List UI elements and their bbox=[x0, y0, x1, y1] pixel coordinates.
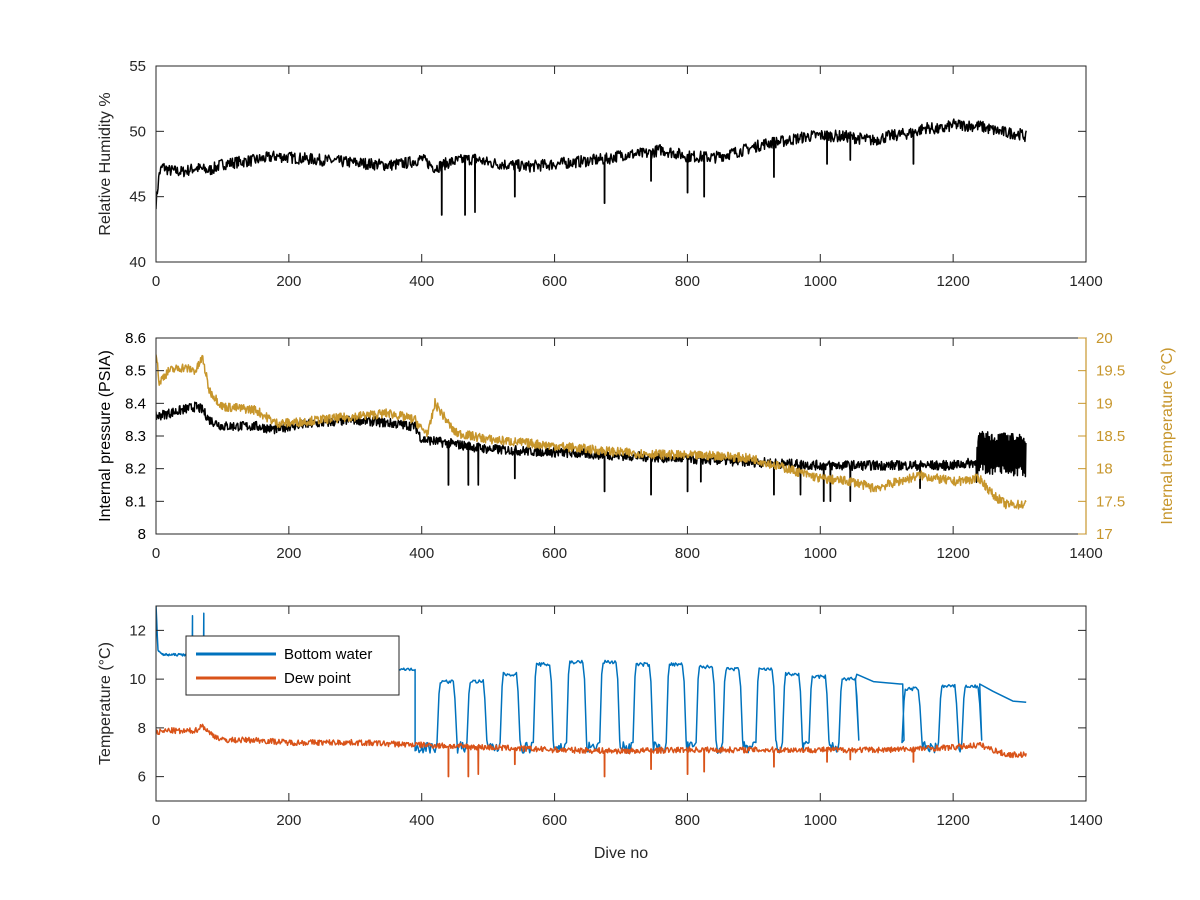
y-tick-label: 45 bbox=[129, 189, 146, 206]
y2-tick-label: 17.5 bbox=[1096, 493, 1125, 510]
y-tick-label: 6 bbox=[138, 769, 146, 786]
water-dewpoint-panel: 0 200 400 600 800 1000 1200 1400 6 8 10 12 Temperatu… bbox=[97, 605, 1103, 829]
x-tick-label: 0 bbox=[152, 273, 160, 290]
x-tick-label: 200 bbox=[276, 812, 301, 829]
y2-tick-label: 18 bbox=[1096, 461, 1113, 478]
y-axis-label: Temperature (°C) bbox=[97, 642, 114, 765]
series-line-0-0 bbox=[156, 118, 1027, 216]
y-axis-label: Internal pressure (PSIA) bbox=[97, 350, 114, 522]
x-tick-label: 1200 bbox=[936, 273, 969, 290]
y2-axis-label: Internal temperature (°C) bbox=[1159, 347, 1176, 524]
y-tick-label: 10 bbox=[129, 671, 146, 688]
x-tick-label: 600 bbox=[542, 273, 567, 290]
y-tick-label: 8.3 bbox=[125, 428, 146, 445]
x-tick-label: 200 bbox=[276, 545, 301, 562]
plot-area bbox=[156, 118, 1027, 216]
x-tick-label: 400 bbox=[409, 812, 434, 829]
y-tick-label: 8.5 bbox=[125, 363, 146, 380]
legend: Bottom water Dew point bbox=[185, 635, 400, 696]
y2-tick-label: 19 bbox=[1096, 395, 1113, 412]
axes-box bbox=[155, 65, 1087, 263]
y2-tick-label: 18.5 bbox=[1096, 428, 1125, 445]
x-tick-label: 1200 bbox=[936, 812, 969, 829]
x-tick-label: 1400 bbox=[1069, 812, 1102, 829]
y-tick-label: 8.6 bbox=[125, 330, 146, 347]
x-tick-label: 600 bbox=[542, 812, 567, 829]
y-tick-label: 8.1 bbox=[125, 493, 146, 510]
series-line-1-1 bbox=[156, 354, 1027, 510]
y-tick-label: 55 bbox=[129, 58, 146, 75]
x-tick-label: 1200 bbox=[936, 545, 969, 562]
humidity-panel: 0 200 400 600 800 1000 1200 1400 40 45 50 55 Relativ… bbox=[97, 58, 1103, 290]
y-tick-label: 8.2 bbox=[125, 461, 146, 478]
x-axis-label: Dive no bbox=[594, 845, 648, 862]
axes-box bbox=[155, 337, 1087, 535]
legend-label: Dew point bbox=[284, 670, 352, 687]
x-tick-label: 1400 bbox=[1069, 545, 1102, 562]
legend-label: Bottom water bbox=[284, 646, 372, 663]
x-tick-label: 1000 bbox=[804, 273, 837, 290]
legend-box bbox=[185, 635, 400, 696]
y2-tick-label: 20 bbox=[1096, 330, 1113, 347]
x-tick-label: 0 bbox=[152, 812, 160, 829]
x-tick-label: 800 bbox=[675, 273, 700, 290]
y2-tick-label: 17 bbox=[1096, 526, 1113, 543]
y-tick-label: 8.4 bbox=[125, 395, 146, 412]
axes-box bbox=[155, 605, 1087, 802]
y-tick-label: 12 bbox=[129, 622, 146, 639]
x-tick-label: 800 bbox=[675, 545, 700, 562]
x-tick-label: 200 bbox=[276, 273, 301, 290]
y-axis-label: Relative Humidity % bbox=[97, 92, 114, 235]
y-tick-label: 8 bbox=[138, 526, 146, 543]
x-tick-label: 600 bbox=[542, 545, 567, 562]
x-tick-label: 1400 bbox=[1069, 273, 1102, 290]
x-tick-label: 0 bbox=[152, 545, 160, 562]
x-tick-label: 1000 bbox=[804, 545, 837, 562]
y-tick-label: 8 bbox=[138, 720, 146, 737]
x-tick-label: 400 bbox=[409, 545, 434, 562]
y2-tick-label: 19.5 bbox=[1096, 363, 1125, 380]
x-tick-label: 400 bbox=[409, 273, 434, 290]
pressure-temperature-panel: 0 200 400 600 800 1000 1200 1400 8 8.1 8.2 8.3 8.4 8.… bbox=[97, 330, 1176, 562]
x-tick-label: 1000 bbox=[804, 812, 837, 829]
x-tick-label: 800 bbox=[675, 812, 700, 829]
y-tick-label: 40 bbox=[129, 254, 146, 271]
y-tick-label: 50 bbox=[129, 123, 146, 140]
plot-area bbox=[156, 354, 1027, 510]
series-line-dew-point bbox=[156, 723, 1027, 778]
